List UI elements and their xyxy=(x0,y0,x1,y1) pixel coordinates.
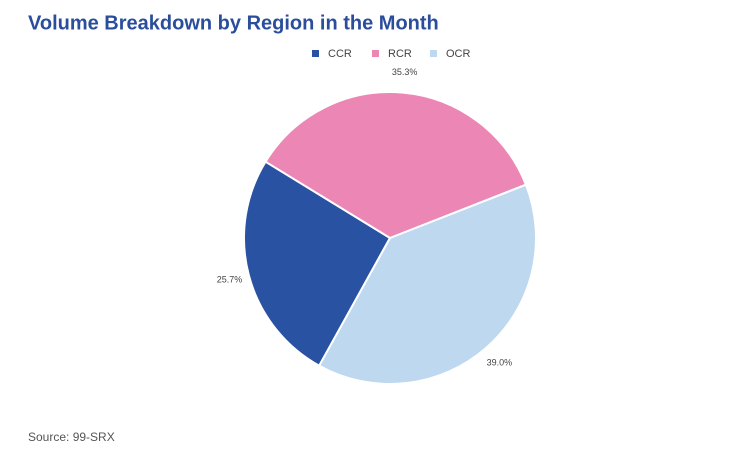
legend-marker xyxy=(430,50,437,57)
pie-slice xyxy=(243,160,392,368)
pie-slice xyxy=(264,91,528,240)
legend-marker xyxy=(372,50,379,57)
chart-title: Volume Breakdown by Region in the Month xyxy=(28,12,439,34)
legend-label: OCR xyxy=(446,48,471,60)
source: Source: 99-SRX xyxy=(28,430,115,444)
data-label: 35.3% xyxy=(392,67,418,77)
legend-label: RCR xyxy=(388,48,412,60)
legend-marker xyxy=(312,50,319,57)
pie-slice xyxy=(317,183,537,385)
data-label: 39.0% xyxy=(487,357,513,367)
legend-label: CCR xyxy=(328,48,352,60)
data-label: 25.7% xyxy=(217,275,243,285)
